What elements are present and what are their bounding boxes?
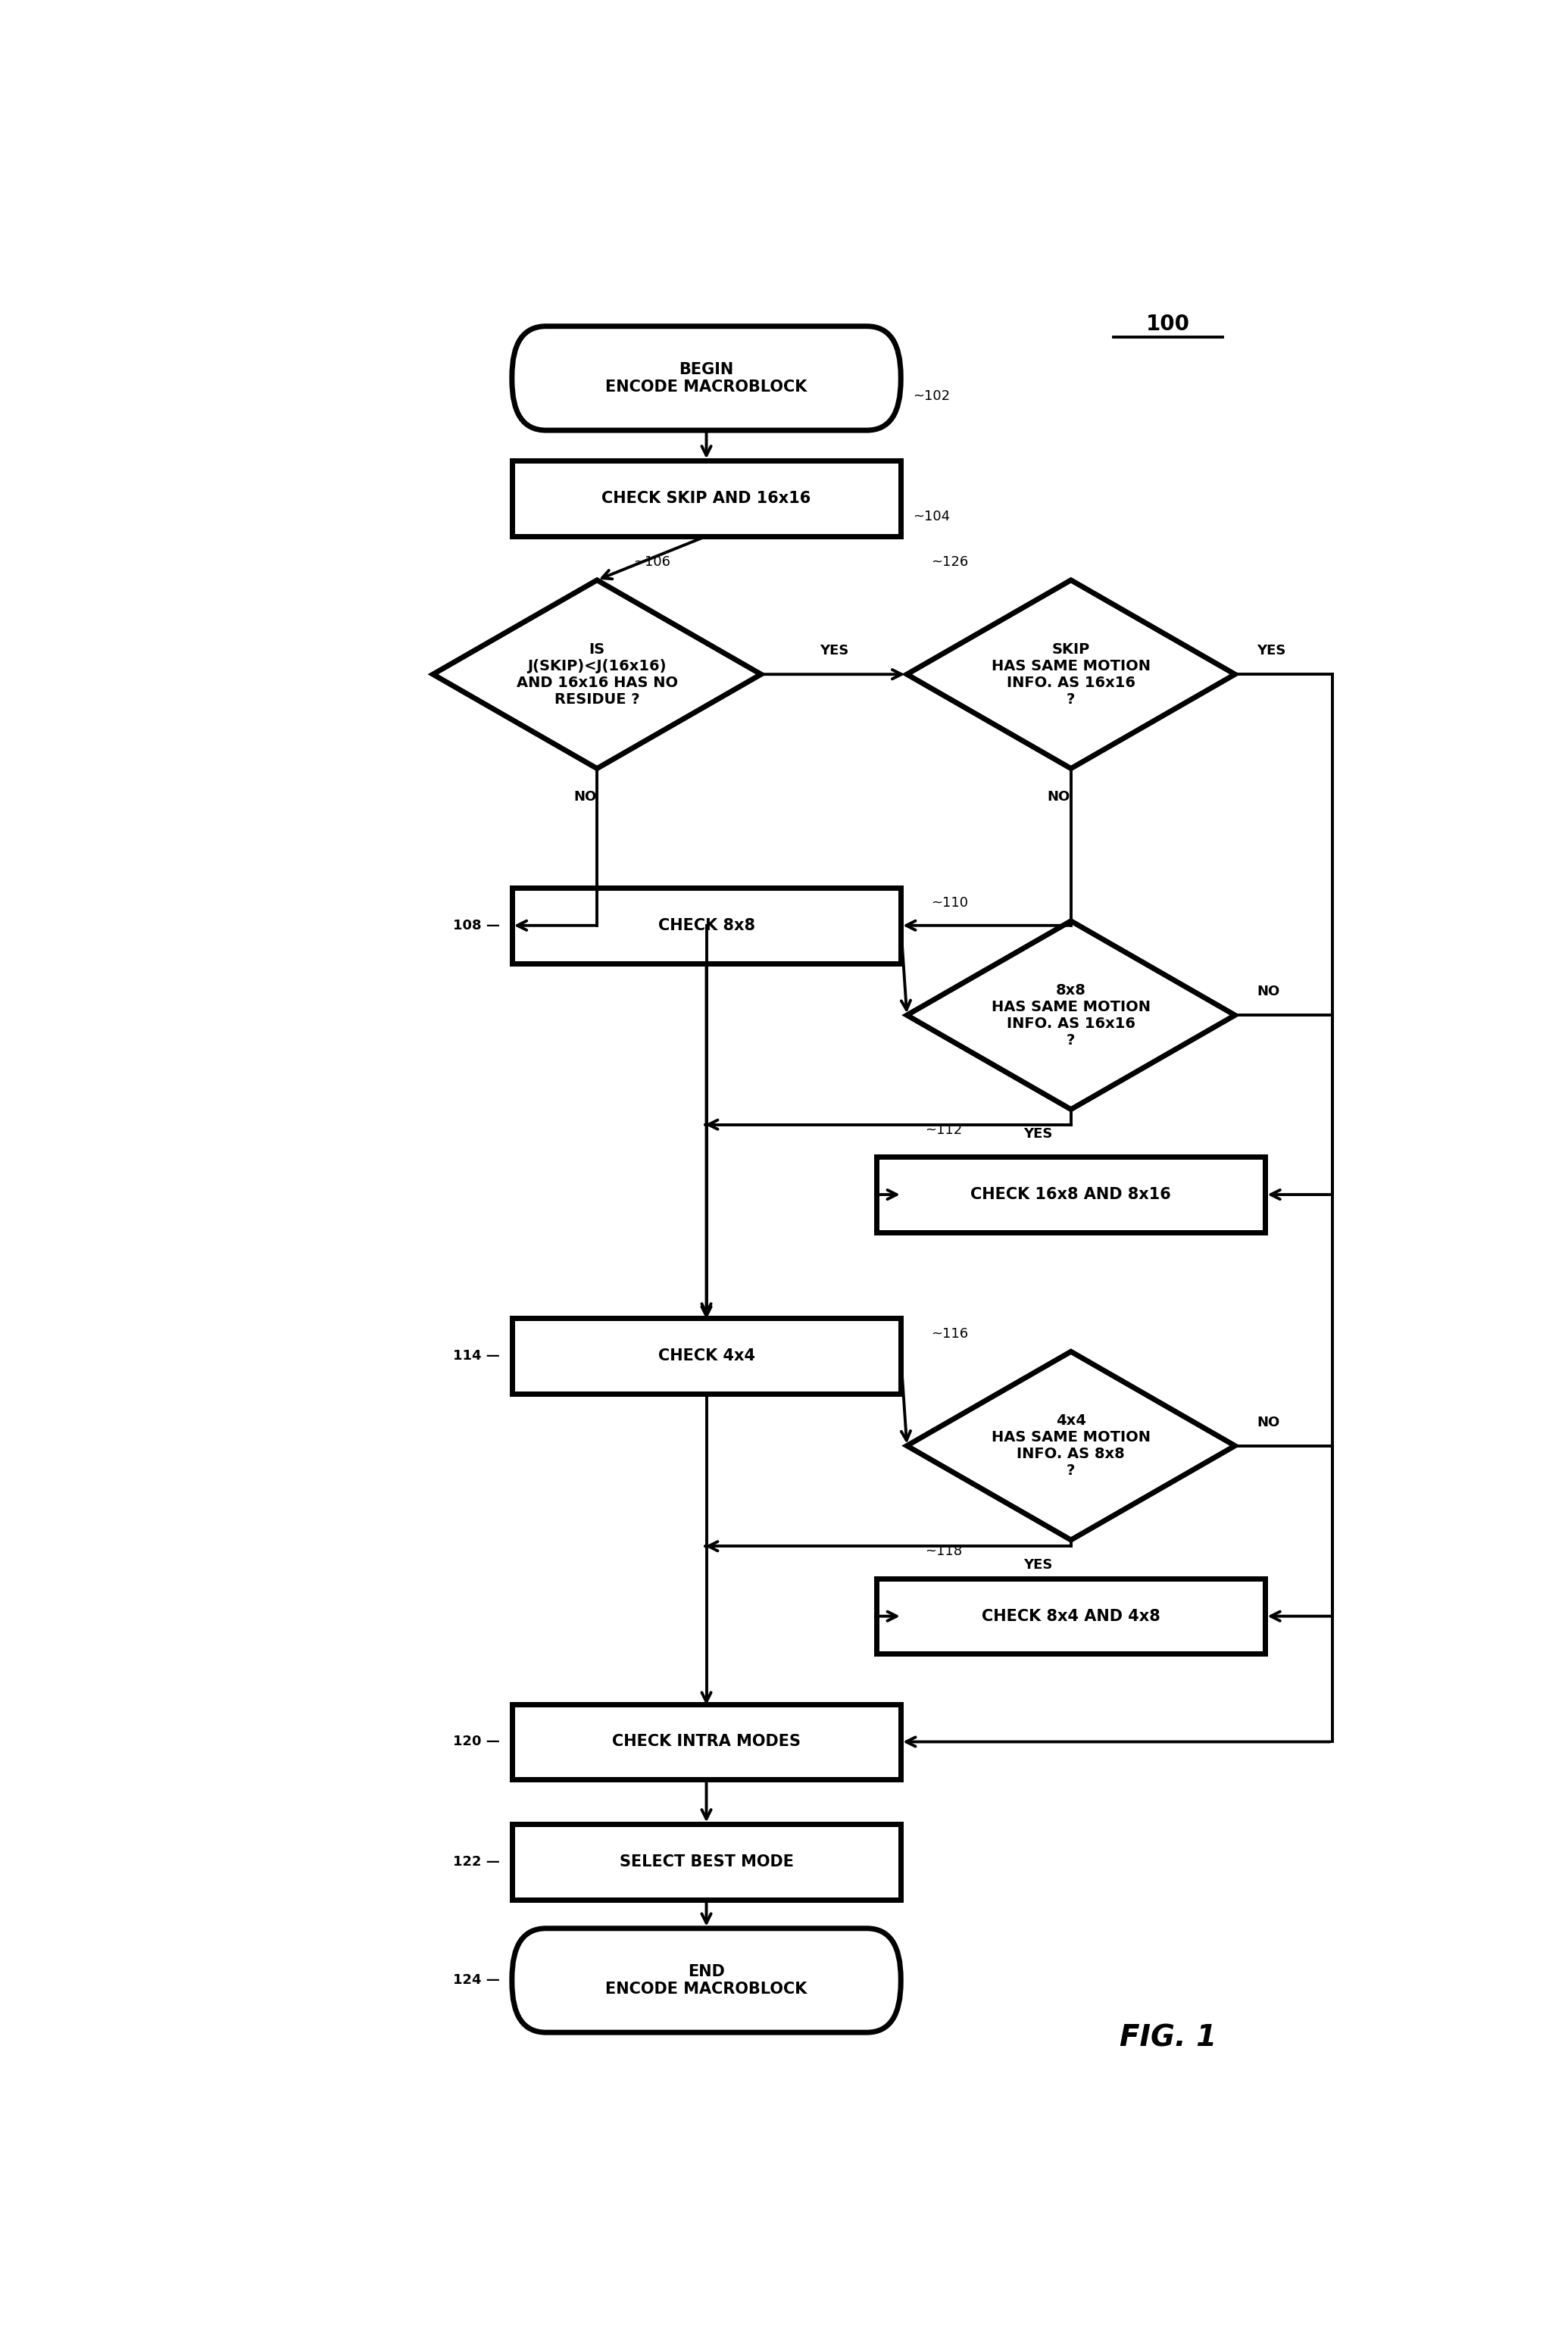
Text: IS
J(SKIP)<J(16x16)
AND 16x16 HAS NO
RESIDUE ?: IS J(SKIP)<J(16x16) AND 16x16 HAS NO RES… bbox=[516, 643, 677, 706]
Text: CHECK 4x4: CHECK 4x4 bbox=[659, 1349, 754, 1363]
Text: 124 —: 124 — bbox=[453, 1974, 500, 1987]
Text: CHECK 16x8 AND 8x16: CHECK 16x8 AND 8x16 bbox=[971, 1186, 1171, 1202]
Text: ~106: ~106 bbox=[633, 555, 671, 569]
Text: YES: YES bbox=[1024, 1128, 1052, 1142]
FancyBboxPatch shape bbox=[877, 1577, 1265, 1654]
Text: ~112: ~112 bbox=[925, 1123, 963, 1137]
Text: CHECK INTRA MODES: CHECK INTRA MODES bbox=[612, 1734, 801, 1750]
Text: END
ENCODE MACROBLOCK: END ENCODE MACROBLOCK bbox=[605, 1964, 808, 1997]
Text: ~104: ~104 bbox=[913, 510, 950, 524]
Text: NO: NO bbox=[1047, 790, 1071, 804]
Polygon shape bbox=[906, 580, 1236, 769]
FancyBboxPatch shape bbox=[511, 461, 900, 536]
Text: BEGIN
ENCODE MACROBLOCK: BEGIN ENCODE MACROBLOCK bbox=[605, 361, 808, 394]
Text: 4x4
HAS SAME MOTION
INFO. AS 8x8
?: 4x4 HAS SAME MOTION INFO. AS 8x8 ? bbox=[991, 1414, 1151, 1477]
FancyBboxPatch shape bbox=[877, 1158, 1265, 1233]
Text: 120 —: 120 — bbox=[453, 1736, 500, 1748]
FancyBboxPatch shape bbox=[511, 326, 900, 431]
Text: NO: NO bbox=[1258, 986, 1279, 1000]
Text: YES: YES bbox=[1024, 1559, 1052, 1570]
Polygon shape bbox=[433, 580, 760, 769]
Polygon shape bbox=[906, 1351, 1236, 1540]
Text: NO: NO bbox=[574, 790, 596, 804]
Text: ~110: ~110 bbox=[931, 897, 969, 911]
Text: CHECK SKIP AND 16x16: CHECK SKIP AND 16x16 bbox=[602, 492, 811, 506]
FancyBboxPatch shape bbox=[511, 1703, 900, 1780]
Text: 114 —: 114 — bbox=[453, 1349, 500, 1363]
Text: YES: YES bbox=[1258, 643, 1286, 657]
Text: SKIP
HAS SAME MOTION
INFO. AS 16x16
?: SKIP HAS SAME MOTION INFO. AS 16x16 ? bbox=[991, 643, 1151, 706]
Text: ~118: ~118 bbox=[925, 1545, 963, 1559]
FancyBboxPatch shape bbox=[511, 1319, 900, 1393]
FancyBboxPatch shape bbox=[511, 1824, 900, 1899]
Text: 122 —: 122 — bbox=[453, 1855, 500, 1869]
Text: FIG. 1: FIG. 1 bbox=[1120, 2022, 1217, 2053]
FancyBboxPatch shape bbox=[511, 888, 900, 962]
Text: CHECK 8x4 AND 4x8: CHECK 8x4 AND 4x8 bbox=[982, 1608, 1160, 1624]
FancyBboxPatch shape bbox=[511, 1929, 900, 2032]
Text: CHECK 8x8: CHECK 8x8 bbox=[659, 918, 754, 932]
Text: ~126: ~126 bbox=[931, 555, 969, 569]
Text: SELECT BEST MODE: SELECT BEST MODE bbox=[619, 1855, 793, 1869]
Text: NO: NO bbox=[1258, 1417, 1279, 1428]
Text: YES: YES bbox=[820, 643, 848, 657]
Text: 8x8
HAS SAME MOTION
INFO. AS 16x16
?: 8x8 HAS SAME MOTION INFO. AS 16x16 ? bbox=[991, 983, 1151, 1048]
Polygon shape bbox=[906, 920, 1236, 1109]
Text: ~102: ~102 bbox=[913, 389, 950, 403]
Text: ~116: ~116 bbox=[931, 1326, 969, 1340]
Text: 108 —: 108 — bbox=[453, 918, 500, 932]
Text: 100: 100 bbox=[1146, 315, 1190, 336]
